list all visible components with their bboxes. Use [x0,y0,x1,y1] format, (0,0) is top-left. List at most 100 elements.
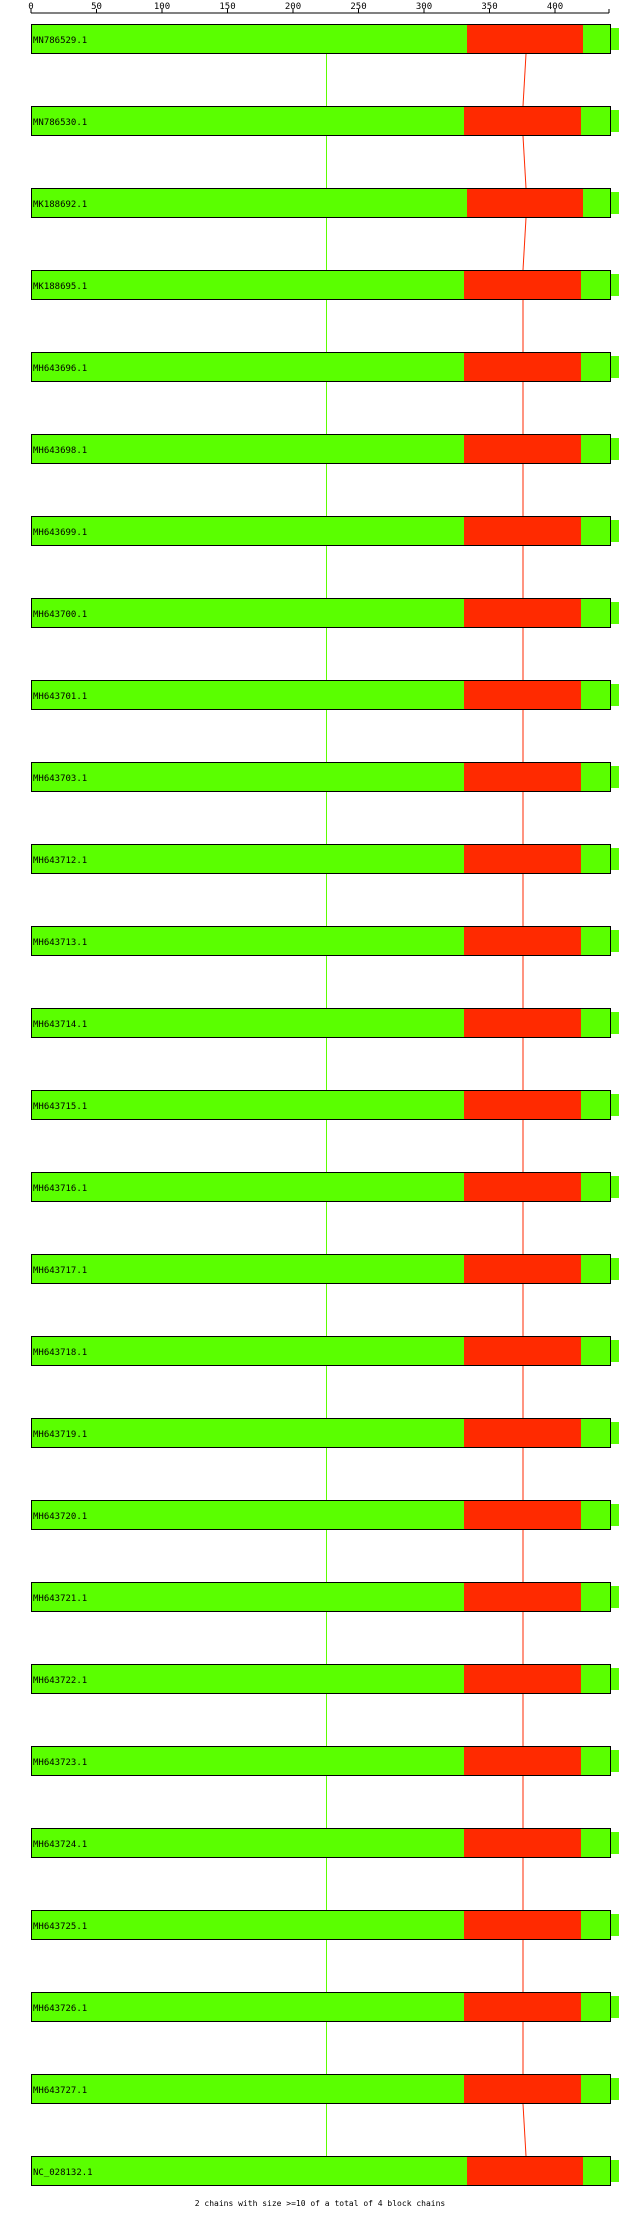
green-block [31,1582,464,1612]
green-block [31,1418,464,1448]
chain-label: MH643696.1 [33,364,87,374]
chain-label: MN786530.1 [33,118,87,128]
green-block [31,680,464,710]
chain-outline [31,352,611,382]
green-tail-block [581,1090,610,1120]
green-tail-block [581,1992,610,2022]
chain-outline [31,1336,611,1366]
chain-row: MH643701.1 [31,680,619,710]
chain-outline [31,1418,611,1448]
chain-label: MK188695.1 [33,282,87,292]
end-marker [611,1996,619,2018]
green-block [31,1336,464,1366]
chain-outline [31,1254,611,1284]
red-block [464,1418,581,1448]
chain-outline [31,1500,611,1530]
chain-label: MH643700.1 [33,610,87,620]
end-marker [611,274,619,296]
end-marker [611,1094,619,1116]
chain-row: MH643698.1 [31,434,619,464]
chain-label: MH643716.1 [33,1184,87,1194]
red-block [464,1336,581,1366]
red-block [464,1910,581,1940]
green-tail-block [581,1582,610,1612]
end-marker [611,930,619,952]
green-tail-block [581,844,610,874]
chain-row: MH643722.1 [31,1664,619,1694]
chain-label: MH643721.1 [33,1594,87,1604]
green-tail-block [583,2156,610,2186]
chain-row: MH643717.1 [31,1254,619,1284]
green-block [31,270,464,300]
chain-outline [31,188,611,218]
chain-label: MH643701.1 [33,692,87,702]
red-block [464,680,581,710]
end-marker [611,1914,619,1936]
end-marker [611,602,619,624]
chain-outline [31,516,611,546]
end-marker [611,2160,619,2182]
red-block [464,1090,581,1120]
end-marker [611,192,619,214]
chain-row: MH643727.1 [31,2074,619,2104]
green-block [31,762,464,792]
chain-label: MH643713.1 [33,938,87,948]
footer-summary: 2 chains with size >=10 of a total of 4 … [195,2199,446,2208]
red-block [464,1172,581,1202]
green-tail-block [581,598,610,628]
chain-outline [31,106,611,136]
red-block [464,1992,581,2022]
chain-label: MN786529.1 [33,36,87,46]
chain-label: MH643715.1 [33,1102,87,1112]
chain-row: MH643718.1 [31,1336,619,1366]
green-block [31,434,464,464]
red-block [464,598,581,628]
end-marker [611,2078,619,2100]
red-block [464,1582,581,1612]
chain-label: MH643698.1 [33,446,87,456]
end-marker [611,848,619,870]
chain-label: MH643703.1 [33,774,87,784]
green-tail-block [581,1254,610,1284]
chain-label: MH643718.1 [33,1348,87,1358]
green-tail-block [581,926,610,956]
red-block [464,434,581,464]
end-marker [611,684,619,706]
axis-tick-label: 100 [154,2,170,12]
axis-tick-label: 50 [91,2,102,12]
chain-label: MH643722.1 [33,1676,87,1686]
chain-row: MH643713.1 [31,926,619,956]
red-block-link-line [522,2103,527,2157]
chain-outline [31,1008,611,1038]
end-marker [611,110,619,132]
chain-outline [31,1992,611,2022]
green-block [31,926,464,956]
chain-outline [31,270,611,300]
green-tail-block [581,1500,610,1530]
chain-outline [31,1910,611,1940]
end-marker [611,1750,619,1772]
red-block [467,188,583,218]
chain-label: MH643699.1 [33,528,87,538]
red-block [467,24,583,54]
green-block [31,2074,464,2104]
chain-row: NC_028132.1 [31,2156,619,2186]
green-tail-block [583,24,610,54]
end-marker [611,1012,619,1034]
green-block [31,1992,464,2022]
chain-row: MH643700.1 [31,598,619,628]
chain-outline [31,598,611,628]
green-tail-block [581,352,610,382]
axis-tick-label: 350 [481,2,497,12]
axis-tick-label: 150 [219,2,235,12]
chain-row: MN786529.1 [31,24,619,54]
red-block-link-line [522,217,527,271]
chain-row: MH643719.1 [31,1418,619,1448]
end-marker [611,1832,619,1854]
chain-label: NC_028132.1 [33,2168,93,2178]
chain-row: MH643712.1 [31,844,619,874]
green-block [31,1254,464,1284]
chain-label: MH643723.1 [33,1758,87,1768]
chain-row: MH643725.1 [31,1910,619,1940]
